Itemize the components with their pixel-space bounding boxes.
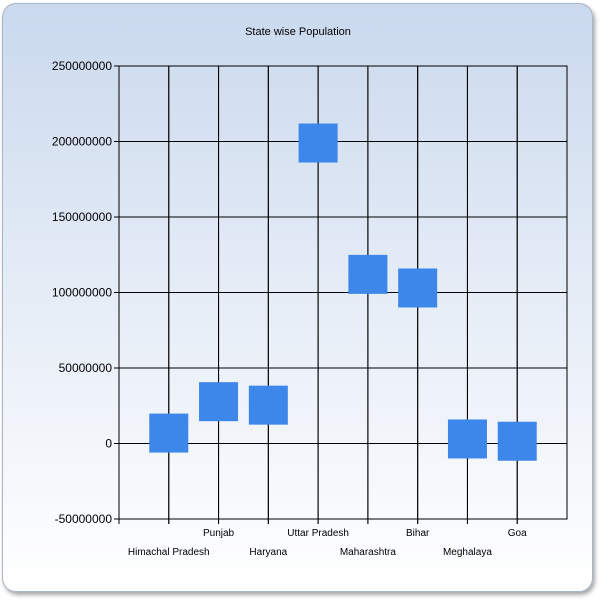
x-tick-label: Meghalaya xyxy=(443,547,492,558)
x-tick-label: Haryana xyxy=(249,547,287,558)
data-point xyxy=(149,413,189,453)
y-tick-label: 200000000 xyxy=(52,135,112,149)
x-tick-label: Goa xyxy=(508,528,527,539)
label-layer: 250000000 200000000 150000000 100000000 5000… xyxy=(52,59,527,558)
y-tick-label: -50000000 xyxy=(55,512,113,526)
chart-frame xyxy=(2,3,593,592)
data-point xyxy=(447,419,487,459)
axis-layer xyxy=(114,65,568,524)
y-tick-label: 250000000 xyxy=(52,59,112,73)
data-point xyxy=(398,268,438,308)
x-tick-label: Maharashtra xyxy=(340,547,397,558)
data-point xyxy=(348,254,388,294)
plot-border xyxy=(118,65,568,520)
x-tick-label: Bihar xyxy=(406,528,430,539)
y-tick-label: 150000000 xyxy=(52,210,112,224)
x-tick-label: Punjab xyxy=(203,528,235,539)
marker-layer xyxy=(149,123,537,461)
data-point xyxy=(248,385,288,425)
data-point xyxy=(298,123,338,163)
x-tick-label: Uttar Pradesh xyxy=(287,528,349,539)
data-point xyxy=(497,421,537,461)
y-tick-label: 100000000 xyxy=(52,286,112,300)
y-tick-label: 50000000 xyxy=(59,361,113,375)
data-point xyxy=(199,382,239,422)
chart-title: State wise Population xyxy=(245,26,351,38)
y-tick-label: 0 xyxy=(105,437,112,451)
x-tick-label: Himachal Pradesh xyxy=(128,547,210,558)
